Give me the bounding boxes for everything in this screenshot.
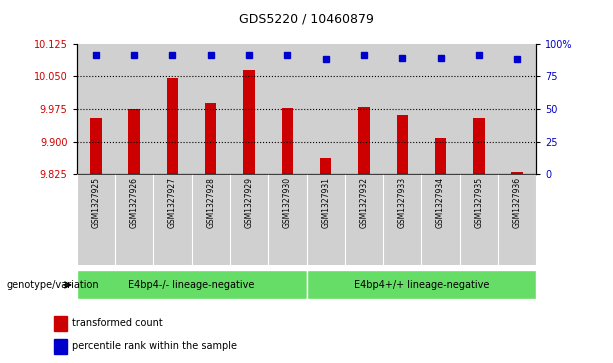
Bar <box>422 44 460 174</box>
Bar <box>473 118 485 174</box>
Bar <box>345 174 383 265</box>
Bar <box>383 44 422 174</box>
Bar <box>397 115 408 174</box>
Bar <box>281 107 293 174</box>
Bar <box>55 316 67 331</box>
Bar <box>191 174 230 265</box>
Text: E4bp4-/- lineage-negative: E4bp4-/- lineage-negative <box>128 280 255 290</box>
Bar <box>115 44 153 174</box>
Bar <box>230 174 268 265</box>
Text: GSM1327930: GSM1327930 <box>283 177 292 228</box>
Bar <box>90 118 102 174</box>
Text: GSM1327927: GSM1327927 <box>168 177 177 228</box>
Bar <box>77 174 115 265</box>
Text: GSM1327931: GSM1327931 <box>321 177 330 228</box>
Text: GSM1327934: GSM1327934 <box>436 177 445 228</box>
Bar <box>306 44 345 174</box>
Bar <box>77 44 115 174</box>
Text: E4bp4+/+ lineage-negative: E4bp4+/+ lineage-negative <box>354 280 489 290</box>
Bar <box>115 174 153 265</box>
Bar <box>306 174 345 265</box>
Bar <box>320 158 332 174</box>
Bar <box>230 44 268 174</box>
Text: GSM1327926: GSM1327926 <box>129 177 139 228</box>
Text: GSM1327928: GSM1327928 <box>206 177 215 228</box>
Text: GSM1327925: GSM1327925 <box>91 177 101 228</box>
Bar <box>383 174 422 265</box>
Bar <box>191 44 230 174</box>
Bar <box>55 339 67 354</box>
Text: GSM1327935: GSM1327935 <box>474 177 484 228</box>
Text: GDS5220 / 10460879: GDS5220 / 10460879 <box>239 13 374 26</box>
Bar <box>243 70 255 174</box>
Text: GSM1327936: GSM1327936 <box>512 177 522 228</box>
Text: transformed count: transformed count <box>72 318 163 328</box>
Bar <box>498 174 536 265</box>
Bar <box>205 103 216 174</box>
Bar <box>128 109 140 174</box>
Bar <box>153 174 191 265</box>
Text: GSM1327929: GSM1327929 <box>245 177 254 228</box>
Bar <box>460 174 498 265</box>
Bar <box>345 44 383 174</box>
Bar <box>167 78 178 174</box>
Bar <box>460 44 498 174</box>
Bar <box>498 44 536 174</box>
Text: GSM1327933: GSM1327933 <box>398 177 407 228</box>
Bar <box>268 174 306 265</box>
Bar <box>358 107 370 174</box>
Bar <box>435 138 446 174</box>
Text: GSM1327932: GSM1327932 <box>359 177 368 228</box>
Text: genotype/variation: genotype/variation <box>6 280 99 290</box>
Text: percentile rank within the sample: percentile rank within the sample <box>72 340 237 351</box>
Bar <box>511 172 523 174</box>
Bar <box>153 44 191 174</box>
Bar <box>268 44 306 174</box>
Bar <box>422 174 460 265</box>
